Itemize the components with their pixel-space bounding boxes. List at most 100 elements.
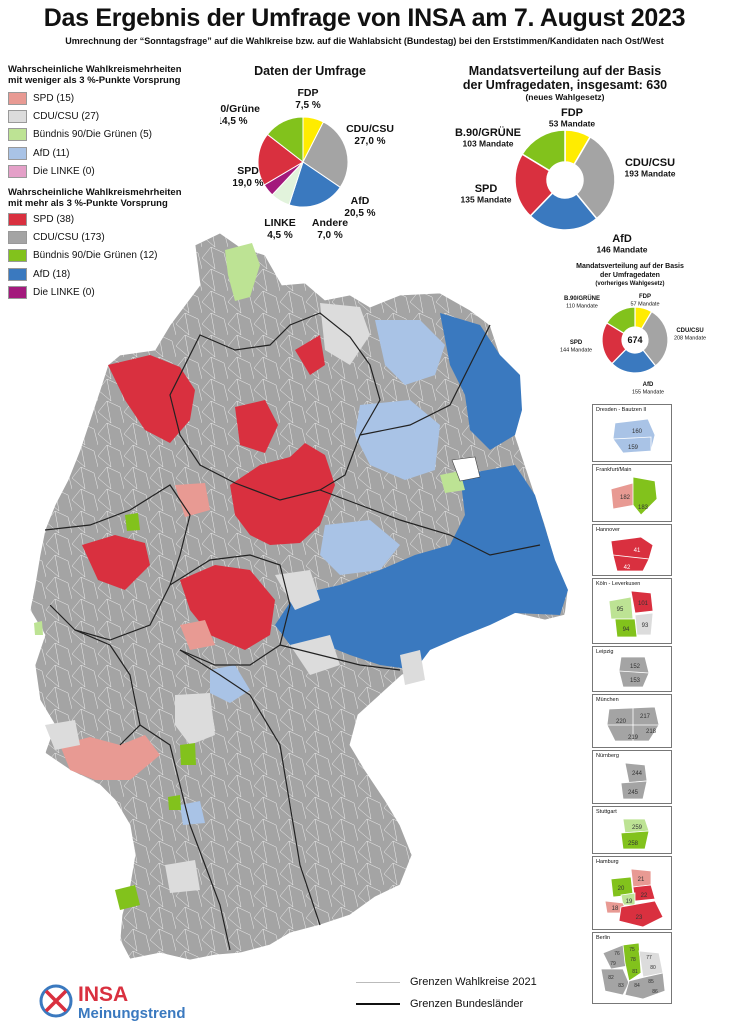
- pie-label-name: Andere: [312, 217, 348, 229]
- district-label: 42: [624, 565, 631, 571]
- legend-item: AfD (11): [8, 144, 152, 162]
- district-label: 101: [638, 601, 649, 607]
- inset-stuttgart-map: 259 258: [620, 818, 650, 850]
- region-spd-northwest: [108, 355, 195, 443]
- district-label: 81: [632, 969, 638, 975]
- insa-logo-mark: INSA Meinungstrend: [39, 983, 186, 1022]
- inset-nuernberg: Nürnberg 244 245: [592, 750, 672, 804]
- region-afd-east: [275, 465, 568, 670]
- line-sample-bundeslaender: [356, 1003, 400, 1005]
- district-label: 80: [650, 965, 656, 971]
- inset-berlin: Berlin 75 76 77 78 79 80 81 82 83 84 85 …: [592, 932, 672, 1004]
- pie-label-name: SPD: [570, 340, 583, 346]
- legend-item: Bündnis 90/Die Grünen (12): [8, 247, 158, 265]
- district-label: 152: [630, 664, 641, 670]
- district-label: 23: [636, 915, 643, 921]
- inset-hannover-map: 41 42: [610, 536, 654, 572]
- inset-muenchen: München 217 220 218 219: [592, 694, 672, 748]
- district-label: 217: [640, 714, 651, 720]
- legend-item: SPD (38): [8, 210, 158, 228]
- district-label: 75: [629, 947, 635, 953]
- legend-item: CDU/CSU (27): [8, 107, 152, 125]
- legend-swatch: [8, 249, 27, 263]
- district-label: 259: [632, 825, 643, 831]
- inset-koeln: Köln - Leverkusen 101 95 94 93: [592, 578, 672, 644]
- legend-low-heading: Wahrscheinliche Wahlkreismehrheiten mit …: [8, 64, 182, 86]
- legend-swatch: [8, 110, 27, 124]
- pie-slice-cdu-csu: [573, 135, 616, 220]
- pie-label-name: FDP: [639, 294, 651, 300]
- pie-slice-afd: [288, 161, 341, 208]
- region-cdu-light-coast: [320, 303, 370, 365]
- district-label: 93: [642, 623, 649, 629]
- legend-swatch: [8, 165, 27, 179]
- pie-slice-b-90-gr-ne: [521, 129, 566, 172]
- district-label: 18: [612, 906, 619, 912]
- region-cdu-light-4: [45, 720, 80, 750]
- region-spd-center: [230, 443, 335, 545]
- district-label: 77: [646, 955, 652, 961]
- logo-brand: INSA: [78, 983, 128, 1006]
- pie-label-value: 53 Mandate: [549, 119, 596, 129]
- district-label: 219: [628, 735, 639, 741]
- region-spd-hessen: [180, 565, 275, 650]
- region-green-3: [168, 795, 181, 810]
- pie-label-value: 57 Mandate: [630, 302, 659, 308]
- region-afd-light-thuringia: [320, 520, 400, 575]
- pie-label-value: 144 Mandate: [560, 348, 592, 354]
- inset-hannover: Hannover 41 42: [592, 524, 672, 576]
- district-label: 153: [630, 678, 641, 684]
- pie-label-value: 19,0 %: [232, 178, 263, 189]
- inset-dresden: Dresden - Bautzen II 160 159: [592, 404, 672, 462]
- legend-item: Die LINKE (0): [8, 284, 158, 302]
- district-label: 182: [620, 495, 631, 501]
- region-green-2: [180, 743, 196, 765]
- region-green-north: [225, 243, 260, 301]
- legend-wahlkreise: Grenzen Wahlkreise 2021: [356, 976, 537, 988]
- region-green-4: [115, 885, 140, 910]
- pie-label-value: 20,5 %: [344, 208, 375, 219]
- inset-dresden-map: 160 159: [612, 418, 656, 454]
- district-label: 94: [623, 627, 630, 633]
- pie-label-name: B.90/Grüne: [220, 103, 260, 115]
- district-label: 218: [646, 729, 657, 735]
- district-label: 85: [648, 979, 654, 985]
- region-green-light-west: [34, 621, 43, 635]
- pie-slice-b-90-gr-ne: [605, 306, 636, 335]
- region-spd-light-center: [180, 620, 215, 650]
- district-label: 19: [626, 899, 633, 905]
- page-subtitle: Umrechnung der “Sonntagsfrage” auf die W…: [65, 36, 664, 46]
- region-spd-hannover: [235, 400, 278, 453]
- region-cdu-light-5: [165, 860, 200, 893]
- legend-swatch: [8, 286, 27, 300]
- line-sample-wahlkreise: [356, 981, 400, 983]
- inset-hamburg: Hamburg 21 22 20 19 18 23: [592, 856, 672, 930]
- district-label: 78: [630, 957, 636, 963]
- pie-label-value: 14,5 %: [220, 116, 248, 127]
- logo-tagline: Meinungstrend: [78, 1005, 186, 1022]
- pie-label-name: CDU/CSU: [625, 157, 675, 169]
- pie-label-name: LINKE: [264, 217, 296, 229]
- pie-slice-b-90-gr-ne: [266, 116, 304, 164]
- district-label: 20: [618, 886, 625, 892]
- page-title: Das Ergebnis der Umfrage von INSA am 7. …: [43, 4, 686, 32]
- inset-frankfurt-map: 182 183: [610, 476, 658, 516]
- district-label: 21: [638, 877, 645, 883]
- pie-label-name: CDU/CSU: [676, 328, 703, 334]
- pie-slice-spd: [257, 133, 304, 186]
- legend-swatch: [8, 146, 27, 160]
- inset-muenchen-map: 217 220 218 219: [606, 706, 660, 742]
- region-berlin: [451, 456, 481, 482]
- state-borders: [44, 312, 541, 951]
- pie-label-name: AfD: [643, 382, 654, 388]
- legend-swatch: [8, 231, 27, 245]
- district-label: 220: [616, 719, 627, 725]
- region-afd-northeast: [440, 313, 522, 450]
- inset-hamburg-map: 21 22 20 19 18 23: [604, 868, 664, 928]
- pie-label-name: B.90/GRÜNE: [564, 295, 600, 302]
- region-spd-west: [82, 535, 150, 590]
- pie-label-value: 103 Mandate: [462, 139, 513, 149]
- pie-label-name: AfD: [612, 233, 632, 245]
- region-cdu-light-3: [175, 693, 215, 745]
